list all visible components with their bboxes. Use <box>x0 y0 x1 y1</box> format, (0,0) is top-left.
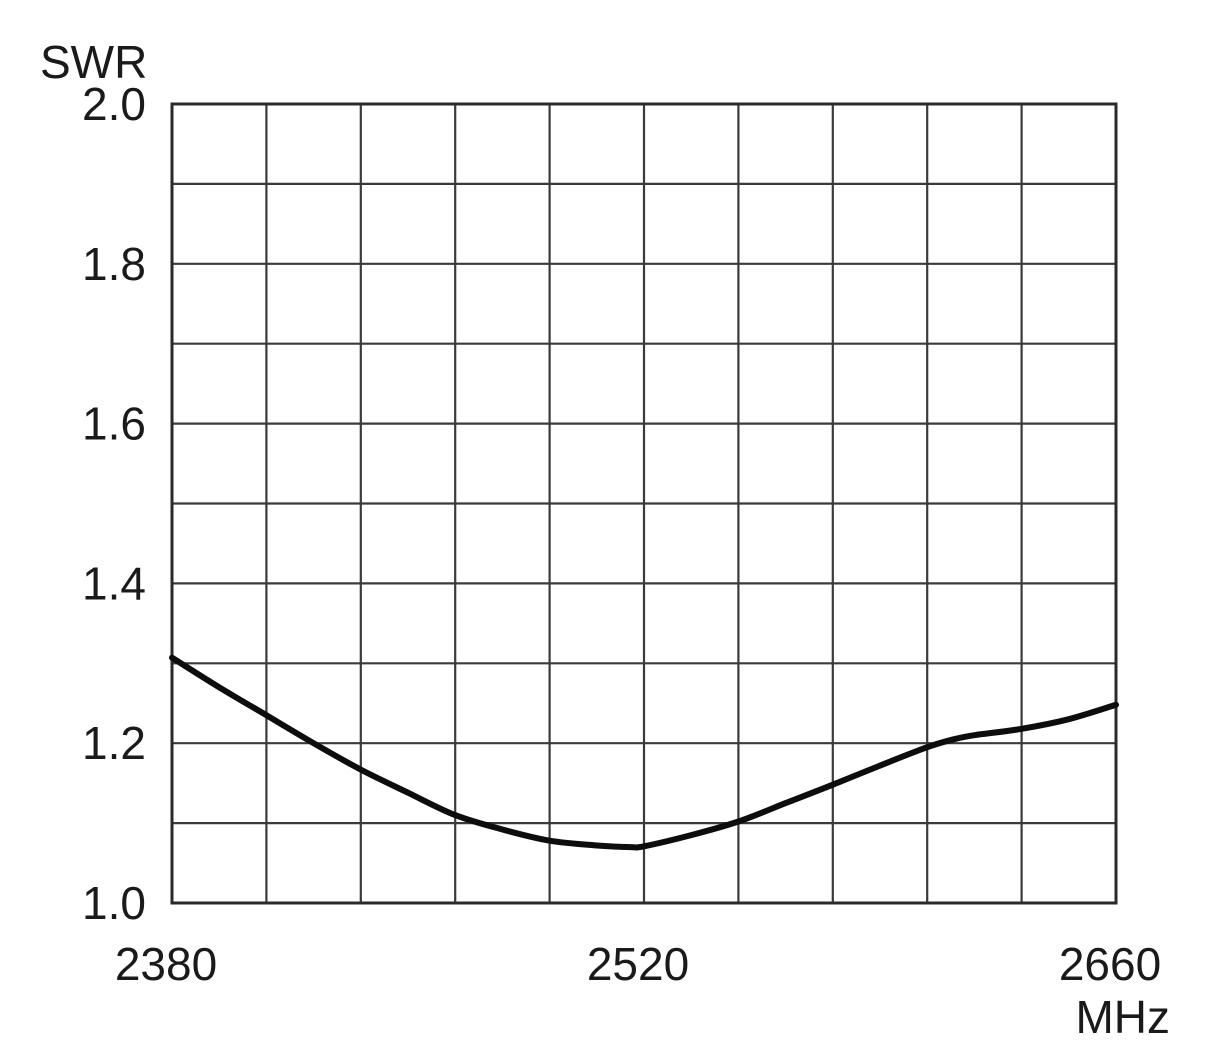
swr-series-line <box>169 654 1119 851</box>
x-tick-label: 2520 <box>587 938 689 990</box>
x-tick-label: 2660 <box>1059 938 1161 990</box>
grid <box>172 104 1116 903</box>
y-axis-tick-labels: 1.0 1.2 1.4 1.6 1.8 2.0 <box>82 78 146 929</box>
y-axis-label: SWR <box>40 36 147 88</box>
series-layer <box>169 654 1119 851</box>
y-tick-label: 1.2 <box>82 717 146 769</box>
x-tick-label: 2380 <box>115 938 217 990</box>
y-tick-label: 1.0 <box>82 877 146 929</box>
y-tick-label: 1.4 <box>82 557 146 609</box>
x-axis-label: MHz <box>1075 991 1170 1043</box>
y-tick-label: 1.6 <box>82 398 146 450</box>
y-tick-label: 1.8 <box>82 238 146 290</box>
y-tick-label: 2.0 <box>82 78 146 130</box>
x-axis-tick-labels: 2380 2520 2660 <box>115 938 1161 990</box>
plot-frame <box>170 102 1118 905</box>
